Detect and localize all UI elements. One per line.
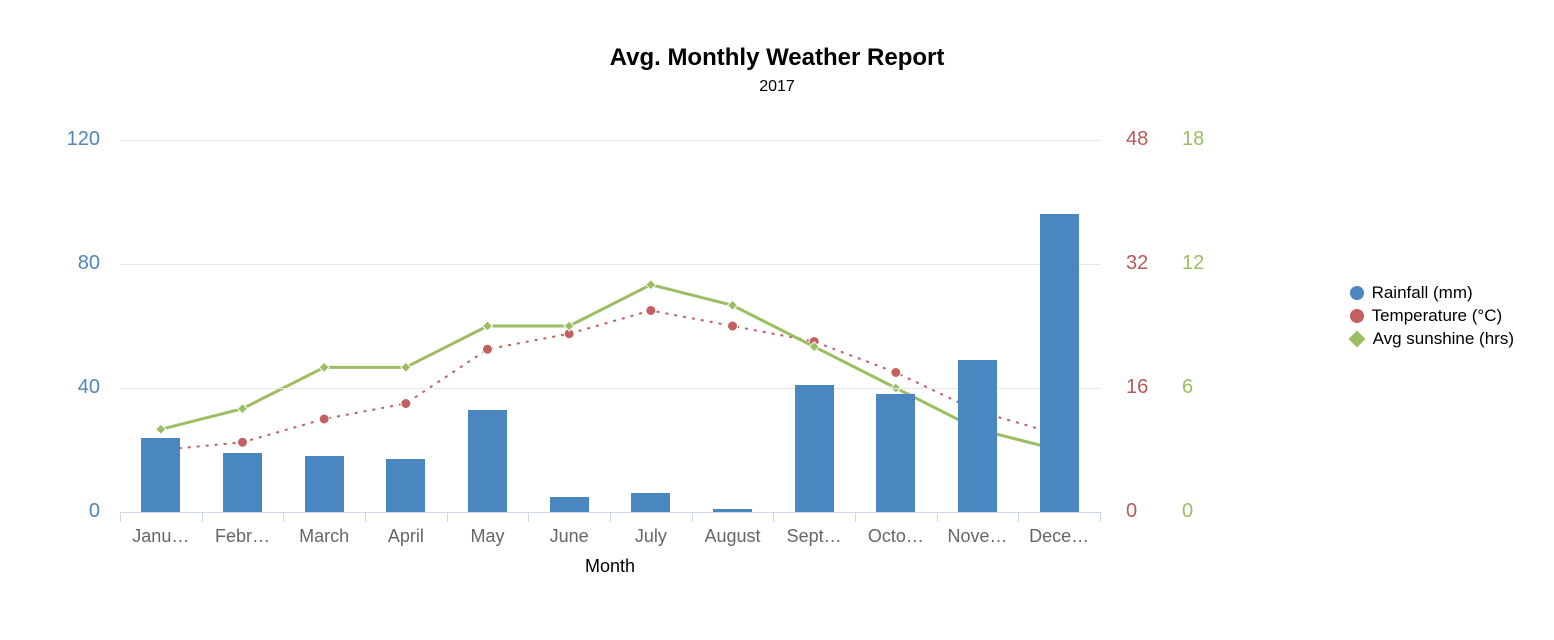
x-axis-title: Month xyxy=(120,556,1100,577)
series-marker[interactable] xyxy=(483,344,493,354)
series-marker[interactable] xyxy=(483,321,493,331)
y-tick-label: 18 xyxy=(1182,128,1204,151)
series-marker[interactable] xyxy=(319,414,329,424)
series-marker[interactable] xyxy=(646,280,656,290)
x-tick-label: March xyxy=(283,526,365,547)
x-tick-label: Janu… xyxy=(120,526,202,547)
x-tick-label: Nove… xyxy=(937,526,1019,547)
y-tick-label: 120 xyxy=(67,128,100,151)
y-tick-label: 0 xyxy=(1182,500,1193,523)
bar[interactable] xyxy=(713,509,752,512)
x-tick-label: Febr… xyxy=(202,526,284,547)
bar[interactable] xyxy=(305,456,344,512)
x-tick xyxy=(855,512,856,522)
bar[interactable] xyxy=(876,394,915,512)
series-marker[interactable] xyxy=(728,300,738,310)
x-tick xyxy=(773,512,774,522)
legend: Rainfall (mm) Temperature (°C) Avg sunsh… xyxy=(1350,280,1514,352)
legend-item-temperature[interactable]: Temperature (°C) xyxy=(1350,306,1514,326)
y-tick-label: 0 xyxy=(1126,500,1137,523)
legend-item-rainfall[interactable]: Rainfall (mm) xyxy=(1350,283,1514,303)
legend-label: Avg sunshine (hrs) xyxy=(1373,329,1514,349)
temperature-icon xyxy=(1350,309,1364,323)
gridline xyxy=(120,264,1100,265)
x-tick-label: April xyxy=(365,526,447,547)
gridline xyxy=(120,140,1100,141)
bar[interactable] xyxy=(550,497,589,513)
x-tick xyxy=(1018,512,1019,522)
sunshine-icon xyxy=(1348,331,1365,348)
x-tick xyxy=(283,512,284,522)
x-tick xyxy=(692,512,693,522)
legend-label: Temperature (°C) xyxy=(1372,306,1503,326)
y-tick-label: 32 xyxy=(1126,252,1148,275)
gridline xyxy=(120,388,1100,389)
y-tick-label: 80 xyxy=(78,252,100,275)
x-tick-label: Octo… xyxy=(855,526,937,547)
y-tick-label: 40 xyxy=(78,376,100,399)
bar[interactable] xyxy=(141,438,180,512)
series-marker[interactable] xyxy=(728,321,738,331)
bar[interactable] xyxy=(386,459,425,512)
series-marker[interactable] xyxy=(564,321,574,331)
x-tick-label: August xyxy=(692,526,774,547)
x-tick-label: July xyxy=(610,526,692,547)
series-line[interactable] xyxy=(161,285,1059,450)
x-tick xyxy=(610,512,611,522)
bar[interactable] xyxy=(468,410,507,512)
series-marker[interactable] xyxy=(319,362,329,372)
x-tick xyxy=(447,512,448,522)
x-tick xyxy=(1100,512,1101,522)
y-tick-label: 16 xyxy=(1126,376,1148,399)
series-marker[interactable] xyxy=(401,362,411,372)
x-tick xyxy=(120,512,121,522)
series-marker[interactable] xyxy=(401,399,411,409)
legend-item-sunshine[interactable]: Avg sunshine (hrs) xyxy=(1350,329,1514,349)
y-tick-label: 48 xyxy=(1126,128,1148,151)
x-tick xyxy=(937,512,938,522)
x-tick-label: Dece… xyxy=(1018,526,1100,547)
series-marker[interactable] xyxy=(156,424,166,434)
series-marker[interactable] xyxy=(238,404,248,414)
x-tick-label: June xyxy=(528,526,610,547)
bar[interactable] xyxy=(1040,214,1079,512)
series-marker[interactable] xyxy=(891,368,901,378)
x-tick-label: May xyxy=(447,526,529,547)
bar[interactable] xyxy=(631,493,670,512)
bar[interactable] xyxy=(958,360,997,512)
rainfall-icon xyxy=(1350,286,1364,300)
x-tick xyxy=(202,512,203,522)
y-tick-label: 0 xyxy=(89,500,100,523)
y-tick-label: 12 xyxy=(1182,252,1204,275)
chart-container: Avg. Monthly Weather Report 2017 Rainfal… xyxy=(0,0,1554,640)
bar[interactable] xyxy=(795,385,834,512)
x-tick-label: Sept… xyxy=(773,526,855,547)
series-marker[interactable] xyxy=(646,306,656,316)
bar[interactable] xyxy=(223,453,262,512)
legend-label: Rainfall (mm) xyxy=(1372,283,1473,303)
x-tick xyxy=(365,512,366,522)
x-tick xyxy=(528,512,529,522)
series-marker[interactable] xyxy=(238,437,248,447)
y-tick-label: 6 xyxy=(1182,376,1193,399)
